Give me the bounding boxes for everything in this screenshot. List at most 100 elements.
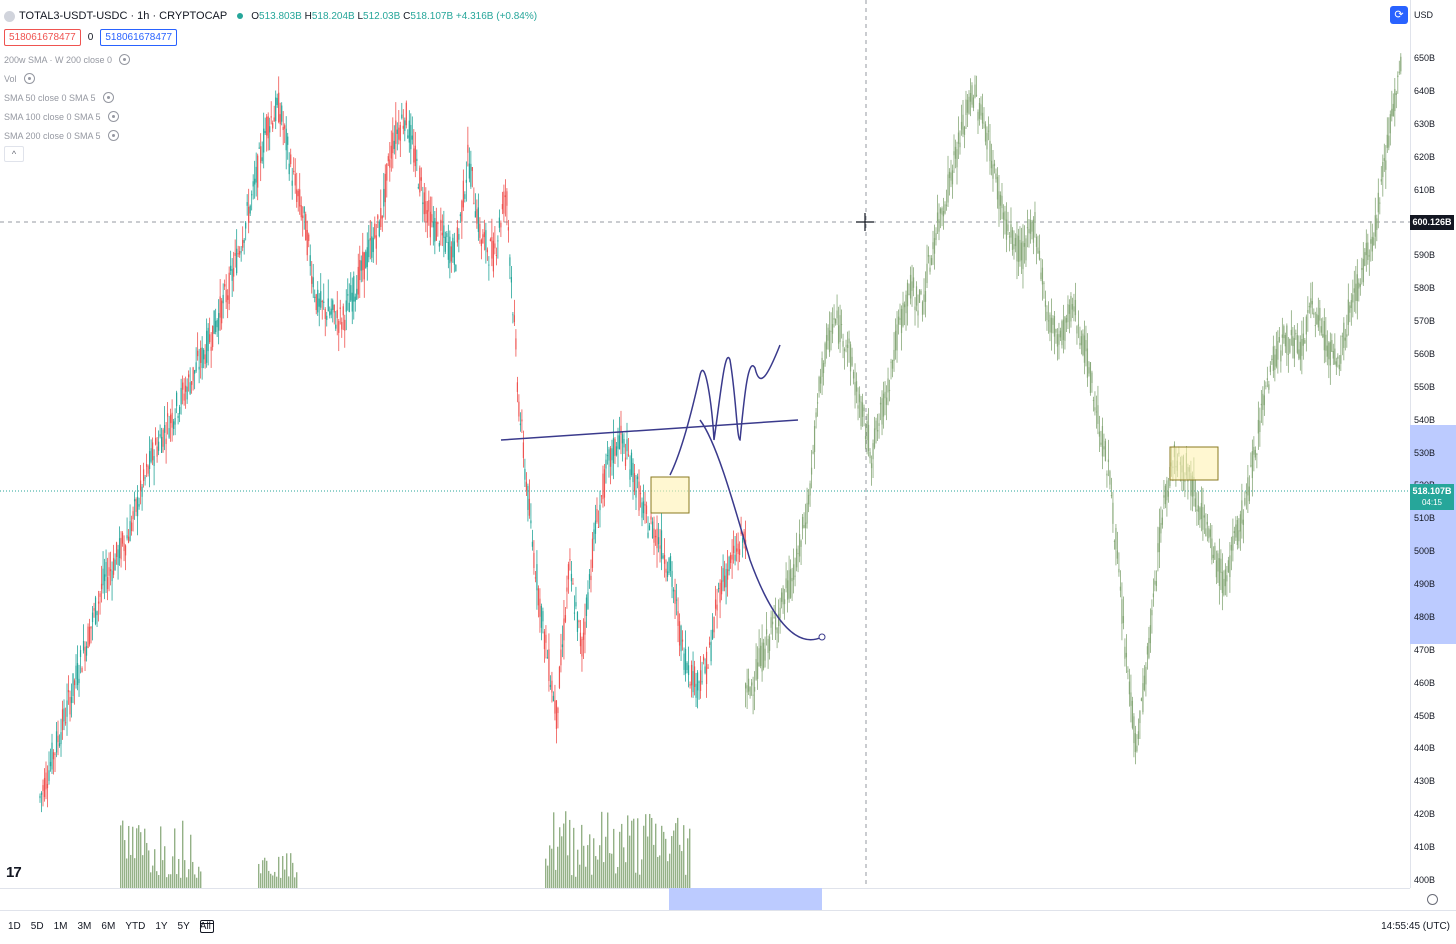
calendar-icon[interactable] — [200, 920, 214, 933]
candle-body — [620, 425, 622, 435]
candle-body — [921, 301, 924, 315]
candle-body — [153, 456, 155, 466]
change-value: +4.316B (+0.84%) — [455, 10, 538, 22]
volume-bar — [565, 811, 567, 888]
candle-body — [70, 697, 73, 703]
indicator-legend-sma-50[interactable]: SMA 50 close 0 SMA 5 — [4, 92, 114, 103]
replay-toggle-icon[interactable]: ⟳ — [1390, 6, 1408, 24]
tradingview-logo-icon[interactable]: 17 — [6, 864, 22, 881]
candle-body — [1388, 135, 1390, 148]
volume-bar — [669, 853, 671, 888]
candle-body — [1326, 345, 1328, 357]
timeframe-5y[interactable]: 5Y — [177, 921, 190, 932]
chart-canvas[interactable] — [0, 0, 1410, 888]
projection-end-handle[interactable] — [818, 633, 826, 641]
trend-line[interactable] — [500, 419, 799, 441]
timeframe-5d[interactable]: 5D — [30, 921, 44, 932]
candle-body — [483, 232, 485, 238]
candle-body — [1259, 420, 1261, 433]
candle-body — [494, 243, 496, 249]
currency-label[interactable]: USD — [1414, 10, 1434, 20]
candle-body — [1395, 93, 1397, 95]
volume-bar — [673, 830, 675, 888]
volume-bar — [274, 871, 276, 888]
indicator-legend-sma-200[interactable]: SMA 200 close 0 SMA 5 — [4, 130, 119, 141]
timeframe-6m[interactable]: 6M — [101, 921, 116, 932]
projection-curve[interactable] — [669, 344, 823, 641]
candle-body — [1293, 338, 1295, 359]
timeframe-1y[interactable]: 1Y — [155, 921, 168, 932]
candle-body — [1196, 509, 1198, 511]
candle-body — [834, 318, 837, 324]
indicator-legend-vol[interactable]: Vol — [4, 73, 35, 84]
timeframe-1d[interactable]: 1D — [8, 921, 21, 932]
indicator-legend-200w-sma[interactable]: 200w SMA · W 200 close 0 — [4, 54, 131, 65]
candle-body — [398, 127, 400, 140]
candle-body — [965, 99, 967, 116]
candle-body — [1272, 346, 1274, 371]
candle-body — [1289, 338, 1291, 353]
candle-body — [246, 202, 248, 206]
eye-icon[interactable] — [102, 92, 114, 103]
candle-body — [747, 678, 750, 692]
buy-button[interactable]: 518061678477 — [100, 29, 178, 46]
candle-body — [362, 251, 364, 271]
candle-body — [1251, 450, 1253, 479]
sell-button[interactable]: 518061678477 — [4, 29, 81, 46]
timeframe-1m[interactable]: 1M — [53, 921, 68, 932]
candle-body — [879, 402, 882, 405]
timeframe-ytd[interactable]: YTD — [125, 921, 146, 932]
highlight-box-2[interactable] — [1169, 446, 1219, 481]
candle-body — [51, 742, 53, 770]
eye-icon[interactable] — [107, 111, 119, 122]
candle-body — [825, 335, 828, 350]
indicator-legend-sma-100[interactable]: SMA 100 close 0 SMA 5 — [4, 111, 119, 122]
candle-body — [167, 413, 169, 417]
volume-bar — [665, 838, 667, 888]
candle-body — [554, 700, 556, 714]
candle-body — [1368, 255, 1370, 257]
candle-body — [749, 687, 751, 696]
candle-body — [1322, 334, 1324, 338]
eye-icon[interactable] — [23, 73, 35, 84]
candle-body — [708, 642, 711, 645]
candle-body — [1221, 571, 1223, 594]
price-axis-label: 620B — [1414, 151, 1436, 162]
price-axis-label: 580B — [1414, 283, 1436, 294]
candle-body — [558, 666, 561, 688]
candle-body — [237, 253, 239, 255]
timeframe-all[interactable]: All — [199, 921, 211, 932]
candle-body — [665, 568, 667, 573]
settings-gear-icon[interactable] — [1427, 894, 1438, 905]
utc-clock[interactable]: 14:55:45 (UTC) — [1381, 921, 1450, 932]
candle-body — [429, 211, 431, 238]
candle-body — [231, 269, 233, 281]
candle-body — [1215, 560, 1217, 578]
candle-body — [560, 649, 562, 666]
candle-body — [1082, 333, 1084, 355]
eye-icon[interactable] — [119, 54, 131, 65]
timeframe-3m[interactable]: 3M — [77, 921, 92, 932]
ohlc-values: O513.803B H518.204B L512.03B C518.107B +… — [251, 10, 538, 22]
candle-body — [164, 425, 166, 433]
candle-body — [530, 520, 532, 524]
candle-body — [197, 350, 199, 357]
volume-bar — [585, 866, 587, 888]
candle-body — [1134, 733, 1137, 752]
eye-icon[interactable] — [107, 130, 119, 141]
price-axis-label: 650B — [1414, 53, 1436, 63]
candle-body — [986, 132, 988, 150]
volume-bar — [262, 860, 264, 888]
candle-body — [1266, 378, 1268, 380]
candle-body — [185, 385, 187, 392]
candle-body — [212, 325, 214, 348]
candle-body — [1392, 103, 1394, 117]
candle-body — [426, 210, 428, 223]
candle-body — [521, 419, 523, 422]
candle-body — [623, 438, 625, 448]
collapse-legend-button[interactable]: ^ — [4, 146, 24, 162]
highlight-box-1[interactable] — [650, 476, 690, 514]
candle-body — [1355, 283, 1357, 301]
symbol-title[interactable]: TOTAL3-USDT-USDC · 1h · CRYPTOCAP — [19, 10, 228, 22]
candle-body — [221, 300, 223, 324]
